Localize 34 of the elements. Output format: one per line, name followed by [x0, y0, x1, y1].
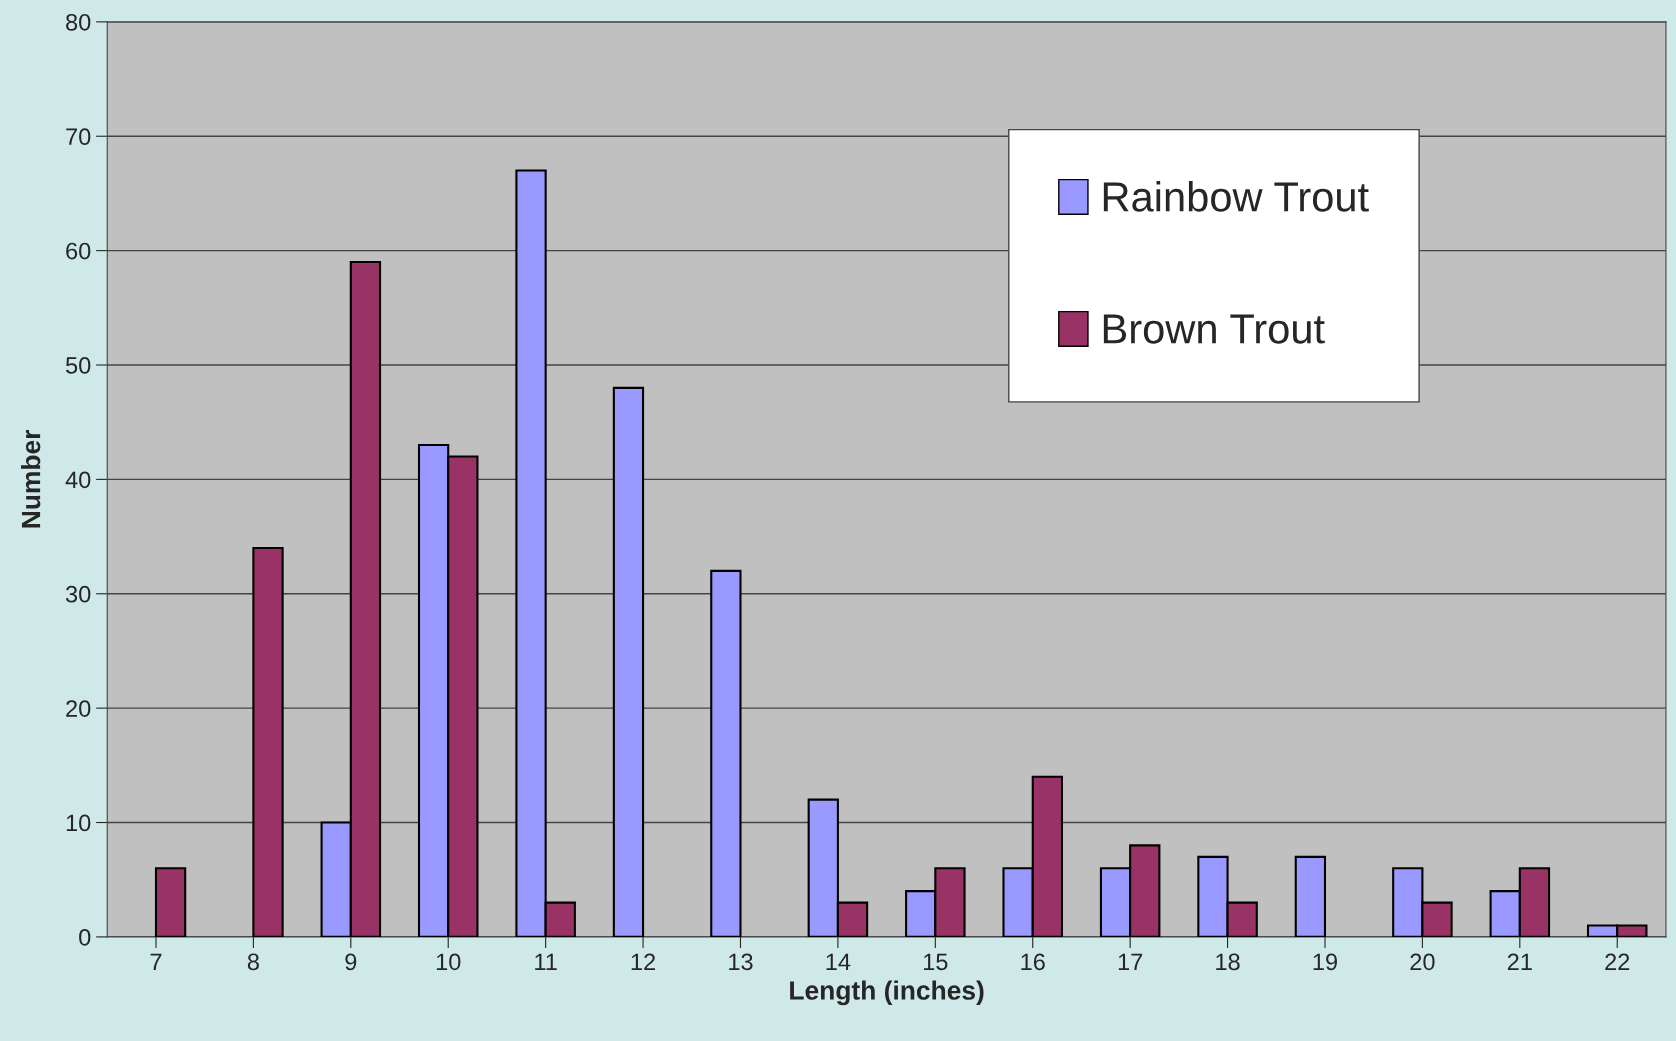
- legend-label: Brown Trout: [1103, 314, 1325, 344]
- x-axis-title: Length (inches): [790, 980, 984, 1006]
- x-tick-label: 21: [1507, 953, 1532, 970]
- bar: [612, 386, 645, 937]
- y-tick-label: 0: [79, 928, 91, 946]
- y-tick-label: 10: [66, 814, 91, 832]
- x-tick-label: 20: [1410, 953, 1435, 971]
- y-tick-label: 60: [66, 242, 91, 260]
- x-tick-label: 8: [247, 953, 259, 971]
- bar: [252, 546, 284, 937]
- x-tick-label: 7: [150, 953, 162, 970]
- y-tick-label: 20: [66, 700, 91, 717]
- y-tick-label: 30: [65, 585, 91, 603]
- y-axis-title: Number: [20, 429, 41, 528]
- x-tick-label: 13: [729, 953, 753, 971]
- x-tick-label: 11: [535, 953, 557, 970]
- x-tick-label: 17: [1118, 953, 1143, 970]
- legend-label: Rainbow Trout: [1103, 181, 1369, 212]
- y-tick-label: 40: [65, 471, 91, 489]
- x-tick-label: 15: [923, 953, 948, 971]
- y-tick-label: 50: [65, 357, 91, 374]
- x-tick-label: 12: [631, 953, 656, 970]
- bar: [1294, 855, 1327, 937]
- x-tick-label: 14: [826, 953, 851, 970]
- x-tick-label: 18: [1216, 953, 1240, 971]
- bar: [154, 867, 187, 937]
- bar: [710, 569, 742, 937]
- y-tick-label: 80: [66, 13, 91, 31]
- x-tick-label: 10: [436, 953, 461, 971]
- x-tick-label: 9: [345, 953, 357, 971]
- x-tick-label: 16: [1021, 953, 1045, 971]
- x-tick-label: 22: [1605, 953, 1630, 970]
- y-tick-label: 70: [66, 128, 91, 146]
- x-tick-label: 19: [1313, 953, 1337, 971]
